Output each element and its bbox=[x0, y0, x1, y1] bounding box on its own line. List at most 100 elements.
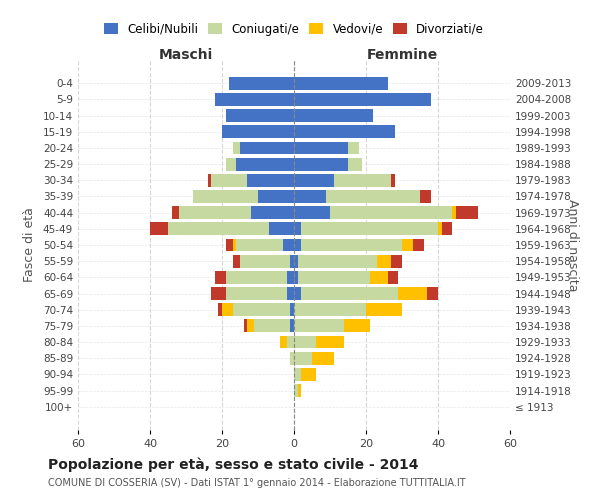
Bar bbox=[226, 109, 294, 122]
Bar bbox=[233, 238, 236, 252]
Bar bbox=[287, 336, 294, 348]
Bar bbox=[193, 190, 258, 203]
Bar bbox=[294, 126, 395, 138]
Bar bbox=[298, 271, 370, 284]
Bar bbox=[247, 174, 294, 187]
Bar bbox=[298, 384, 301, 397]
Bar bbox=[294, 93, 431, 106]
Bar bbox=[294, 206, 330, 219]
Bar bbox=[294, 320, 344, 332]
Bar bbox=[377, 254, 391, 268]
Bar bbox=[211, 174, 247, 187]
Y-axis label: Anni di nascita: Anni di nascita bbox=[566, 198, 578, 291]
Bar bbox=[233, 142, 240, 154]
Bar bbox=[452, 206, 456, 219]
Y-axis label: Fasce di età: Fasce di età bbox=[23, 208, 36, 282]
Bar bbox=[402, 238, 413, 252]
Bar bbox=[240, 142, 294, 154]
Bar bbox=[283, 238, 294, 252]
Bar bbox=[208, 174, 211, 187]
Bar bbox=[222, 126, 294, 138]
Bar bbox=[215, 271, 226, 284]
Bar bbox=[218, 303, 222, 316]
Bar bbox=[290, 303, 294, 316]
Bar bbox=[330, 206, 452, 219]
Bar bbox=[420, 190, 431, 203]
Bar bbox=[298, 254, 377, 268]
Bar bbox=[236, 158, 294, 170]
Bar bbox=[247, 320, 254, 332]
Text: Popolazione per età, sesso e stato civile - 2014: Popolazione per età, sesso e stato civil… bbox=[48, 458, 419, 472]
Bar bbox=[211, 287, 226, 300]
Bar bbox=[258, 190, 294, 203]
Bar bbox=[222, 303, 233, 316]
Bar bbox=[391, 254, 402, 268]
Bar bbox=[442, 222, 452, 235]
Bar bbox=[366, 303, 402, 316]
Bar bbox=[294, 352, 312, 364]
Bar bbox=[168, 222, 269, 235]
Bar bbox=[233, 303, 290, 316]
Bar bbox=[301, 238, 402, 252]
Bar bbox=[344, 320, 370, 332]
Bar bbox=[348, 158, 362, 170]
Bar bbox=[229, 77, 294, 90]
Text: COMUNE DI COSSERIA (SV) - Dati ISTAT 1° gennaio 2014 - Elaborazione TUTTITALIA.I: COMUNE DI COSSERIA (SV) - Dati ISTAT 1° … bbox=[48, 478, 466, 488]
Bar bbox=[226, 287, 287, 300]
Bar bbox=[254, 320, 290, 332]
Bar bbox=[290, 352, 294, 364]
Bar bbox=[244, 320, 247, 332]
Bar bbox=[391, 174, 395, 187]
Bar bbox=[179, 206, 251, 219]
Bar bbox=[294, 368, 301, 381]
Bar bbox=[413, 238, 424, 252]
Bar bbox=[172, 206, 179, 219]
Bar bbox=[226, 238, 233, 252]
Bar bbox=[294, 174, 334, 187]
Bar bbox=[294, 254, 298, 268]
Bar bbox=[294, 77, 388, 90]
Bar bbox=[438, 222, 442, 235]
Bar bbox=[326, 190, 420, 203]
Bar bbox=[287, 287, 294, 300]
Bar bbox=[150, 222, 168, 235]
Bar bbox=[226, 158, 236, 170]
Bar bbox=[398, 287, 427, 300]
Bar bbox=[301, 368, 316, 381]
Bar bbox=[316, 336, 344, 348]
Bar bbox=[294, 287, 301, 300]
Bar bbox=[290, 254, 294, 268]
Bar bbox=[269, 222, 294, 235]
Bar bbox=[226, 271, 287, 284]
Legend: Celibi/Nubili, Coniugati/e, Vedovi/e, Divorziati/e: Celibi/Nubili, Coniugati/e, Vedovi/e, Di… bbox=[99, 18, 489, 40]
Bar bbox=[388, 271, 398, 284]
Bar bbox=[287, 271, 294, 284]
Bar bbox=[215, 93, 294, 106]
Bar bbox=[294, 384, 298, 397]
Bar bbox=[301, 287, 398, 300]
Bar bbox=[334, 174, 391, 187]
Bar bbox=[427, 287, 438, 300]
Bar bbox=[301, 222, 438, 235]
Bar bbox=[294, 222, 301, 235]
Bar bbox=[240, 254, 290, 268]
Bar bbox=[236, 238, 283, 252]
Bar bbox=[370, 271, 388, 284]
Bar bbox=[294, 271, 298, 284]
Bar bbox=[294, 190, 326, 203]
Bar bbox=[290, 320, 294, 332]
Bar bbox=[294, 142, 348, 154]
Bar bbox=[280, 336, 287, 348]
Text: Maschi: Maschi bbox=[159, 48, 213, 62]
Bar bbox=[294, 238, 301, 252]
Text: Femmine: Femmine bbox=[367, 48, 437, 62]
Bar bbox=[294, 158, 348, 170]
Bar bbox=[294, 303, 366, 316]
Bar bbox=[348, 142, 359, 154]
Bar bbox=[294, 109, 373, 122]
Bar bbox=[251, 206, 294, 219]
Bar bbox=[294, 336, 316, 348]
Bar bbox=[456, 206, 478, 219]
Bar bbox=[233, 254, 240, 268]
Bar bbox=[312, 352, 334, 364]
